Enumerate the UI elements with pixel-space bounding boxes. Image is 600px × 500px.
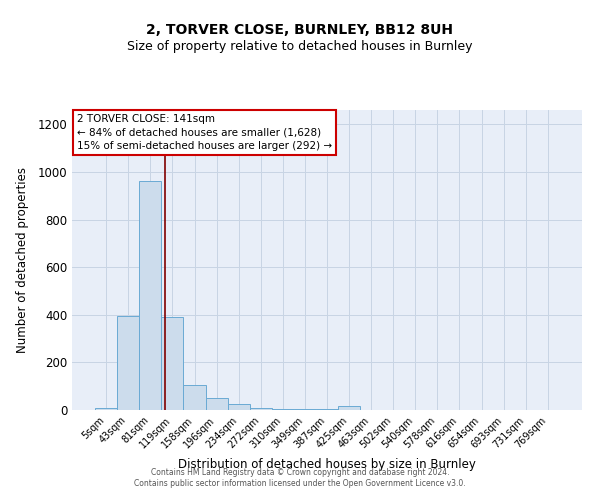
Bar <box>227 404 250 410</box>
Bar <box>117 316 139 410</box>
X-axis label: Distribution of detached houses by size in Burnley: Distribution of detached houses by size … <box>178 458 476 471</box>
Text: 2 TORVER CLOSE: 141sqm
← 84% of detached houses are smaller (1,628)
15% of semi-: 2 TORVER CLOSE: 141sqm ← 84% of detached… <box>77 114 332 151</box>
Bar <box>95 408 117 410</box>
Bar <box>316 409 338 410</box>
Bar <box>139 182 161 410</box>
Bar <box>250 408 272 410</box>
Bar <box>161 317 184 410</box>
Bar <box>338 406 360 410</box>
Bar <box>294 409 316 410</box>
Text: 2, TORVER CLOSE, BURNLEY, BB12 8UH: 2, TORVER CLOSE, BURNLEY, BB12 8UH <box>146 22 454 36</box>
Bar <box>206 398 227 410</box>
Bar <box>184 384 206 410</box>
Y-axis label: Number of detached properties: Number of detached properties <box>16 167 29 353</box>
Text: Contains HM Land Registry data © Crown copyright and database right 2024.
Contai: Contains HM Land Registry data © Crown c… <box>134 468 466 487</box>
Bar <box>272 409 294 410</box>
Text: Size of property relative to detached houses in Burnley: Size of property relative to detached ho… <box>127 40 473 53</box>
